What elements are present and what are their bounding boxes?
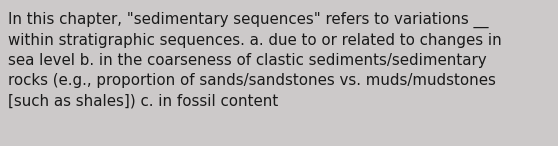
Text: In this chapter, "sedimentary sequences" refers to variations __
within stratigr: In this chapter, "sedimentary sequences"… <box>8 12 502 108</box>
